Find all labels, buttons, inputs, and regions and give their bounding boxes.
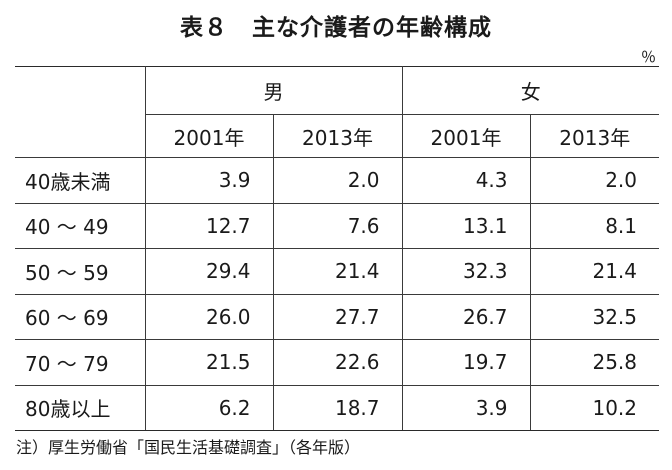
cell-value: 26.7 bbox=[401, 293, 531, 340]
unit-label: ％ bbox=[640, 48, 656, 66]
cell-value: 6.2 bbox=[144, 384, 274, 431]
header-year-female-2001: 2001年 bbox=[401, 114, 531, 158]
cell-value: 2.0 bbox=[272, 157, 403, 204]
row-label: 40 ～ 49 bbox=[15, 202, 146, 249]
cell-value: 22.6 bbox=[272, 339, 403, 386]
row-label: 60 ～ 69 bbox=[15, 293, 146, 340]
table-row: 80歳以上 6.2 18.7 3.9 10.2 bbox=[15, 384, 659, 431]
cell-value: 26.0 bbox=[144, 293, 274, 340]
cell-value: 3.9 bbox=[401, 384, 531, 431]
cell-value: 21.4 bbox=[529, 248, 659, 295]
cell-value: 10.2 bbox=[529, 384, 659, 431]
cell-value: 7.6 bbox=[272, 202, 403, 249]
row-label: 50 ～ 59 bbox=[15, 248, 146, 295]
header-year-male-2001: 2001年 bbox=[145, 114, 274, 158]
header-group-female: 女 bbox=[401, 66, 659, 115]
table-row: 40歳未満 3.9 2.0 4.3 2.0 bbox=[15, 157, 659, 204]
cell-value: 13.1 bbox=[401, 202, 531, 249]
table-row: 50 ～ 59 29.4 21.4 32.3 21.4 bbox=[15, 248, 659, 295]
header-row-years: 2001年 2013年 2001年 2013年 bbox=[15, 114, 659, 158]
cell-value: 12.7 bbox=[144, 202, 274, 249]
cell-value: 32.5 bbox=[529, 293, 659, 340]
table-row: 70 ～ 79 21.5 22.6 19.7 25.8 bbox=[15, 339, 659, 386]
header-row-groups: 男 女 bbox=[15, 66, 659, 158]
cell-value: 29.4 bbox=[144, 248, 274, 295]
row-label: 70 ～ 79 bbox=[15, 339, 146, 386]
table-title: 表８ 主な介護者の年齢構成 bbox=[180, 15, 492, 41]
table-row: 60 ～ 69 26.0 27.7 26.7 32.5 bbox=[15, 293, 659, 340]
cell-value: 3.9 bbox=[144, 157, 274, 204]
cell-value: 25.8 bbox=[529, 339, 659, 386]
source-note: 注）厚生労働省「国民生活基礎調査」（各年版） bbox=[16, 438, 361, 457]
header-year-female-2013: 2013年 bbox=[529, 114, 659, 158]
cell-value: 8.1 bbox=[529, 202, 659, 249]
cell-value: 19.7 bbox=[401, 339, 531, 386]
cell-value: 18.7 bbox=[272, 384, 403, 431]
cell-value: 2.0 bbox=[529, 157, 659, 204]
table-row: 40 ～ 49 12.7 7.6 13.1 8.1 bbox=[15, 202, 659, 249]
cell-value: 21.4 bbox=[272, 248, 403, 295]
header-corner bbox=[15, 66, 146, 158]
header-year-male-2013: 2013年 bbox=[272, 114, 403, 158]
cell-value: 27.7 bbox=[272, 293, 403, 340]
cell-value: 32.3 bbox=[401, 248, 531, 295]
row-label: 40歳未満 bbox=[15, 157, 146, 204]
age-composition-table: 男 女 2001年 2013年 2001年 2013年 40歳未満 3.9 2.… bbox=[15, 66, 659, 431]
cell-value: 21.5 bbox=[144, 339, 274, 386]
row-label: 80歳以上 bbox=[15, 384, 146, 431]
cell-value: 4.3 bbox=[401, 157, 531, 204]
header-group-male: 男 bbox=[144, 66, 403, 115]
